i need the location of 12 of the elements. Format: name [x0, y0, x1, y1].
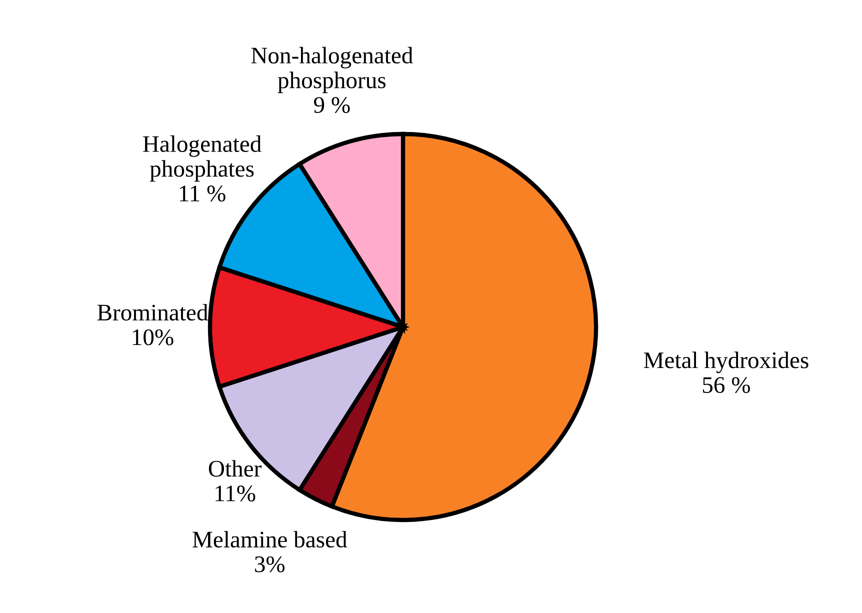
data-label: 9 % [314, 97, 350, 114]
slice-label: Brominated [97, 304, 208, 321]
data-label: 10% [132, 329, 174, 346]
slice-label: Metal hydroxides [644, 352, 808, 374]
data-label: 56 % [702, 377, 750, 394]
slice-label: Halogenated phosphates [143, 135, 262, 182]
data-label: 3% [255, 556, 285, 572]
slice-label: Other [208, 460, 262, 477]
slice-label: Non-halogenated phosphorus [251, 46, 413, 94]
slice-label: Melamine based [192, 530, 348, 548]
data-label: 11% [216, 485, 256, 502]
data-label: 11 % [180, 186, 226, 202]
